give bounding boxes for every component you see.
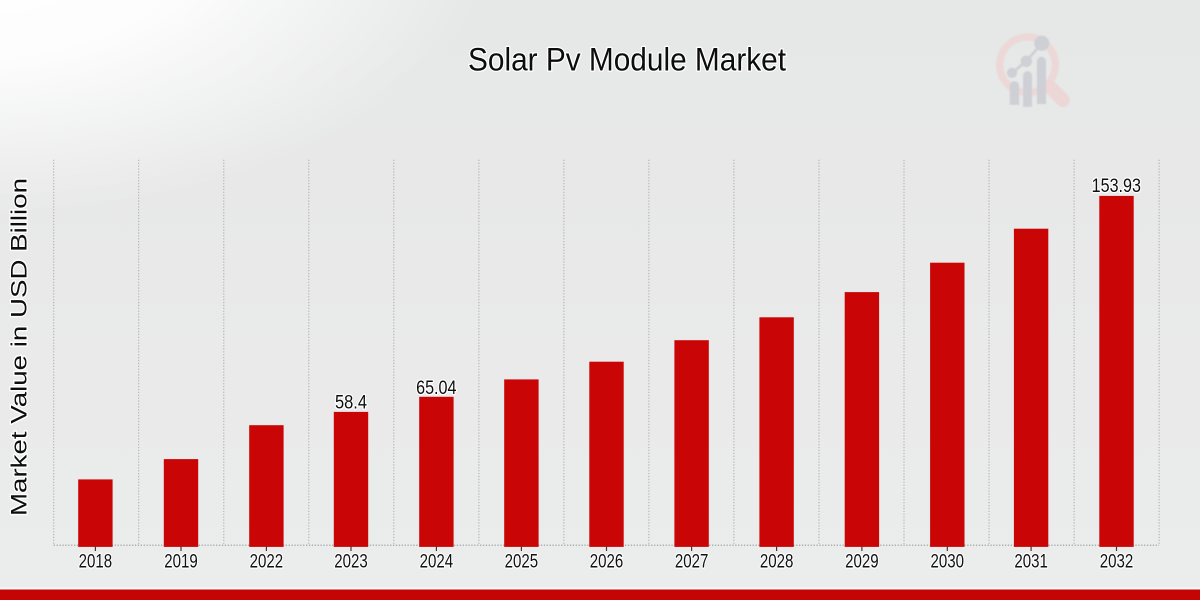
svg-text:2027: 2027 xyxy=(675,552,709,573)
svg-text:2030: 2030 xyxy=(931,552,965,573)
svg-text:2022: 2022 xyxy=(250,552,284,573)
svg-text:2028: 2028 xyxy=(760,552,794,573)
svg-text:2019: 2019 xyxy=(164,552,198,573)
svg-text:2024: 2024 xyxy=(420,552,454,573)
svg-text:Solar Pv Module Market: Solar Pv Module Market xyxy=(468,41,786,78)
svg-text:2018: 2018 xyxy=(79,552,113,573)
svg-text:2025: 2025 xyxy=(505,552,539,573)
svg-text:2026: 2026 xyxy=(590,552,624,573)
svg-text:65.04: 65.04 xyxy=(416,377,457,399)
svg-text:2032: 2032 xyxy=(1100,552,1134,573)
svg-text:Market Value in USD Billion: Market Value in USD Billion xyxy=(7,178,32,516)
svg-text:58.4: 58.4 xyxy=(335,392,367,414)
svg-text:2031: 2031 xyxy=(1014,552,1048,573)
svg-text:153.93: 153.93 xyxy=(1092,175,1141,197)
svg-text:2029: 2029 xyxy=(845,552,879,573)
svg-text:2023: 2023 xyxy=(334,552,368,573)
